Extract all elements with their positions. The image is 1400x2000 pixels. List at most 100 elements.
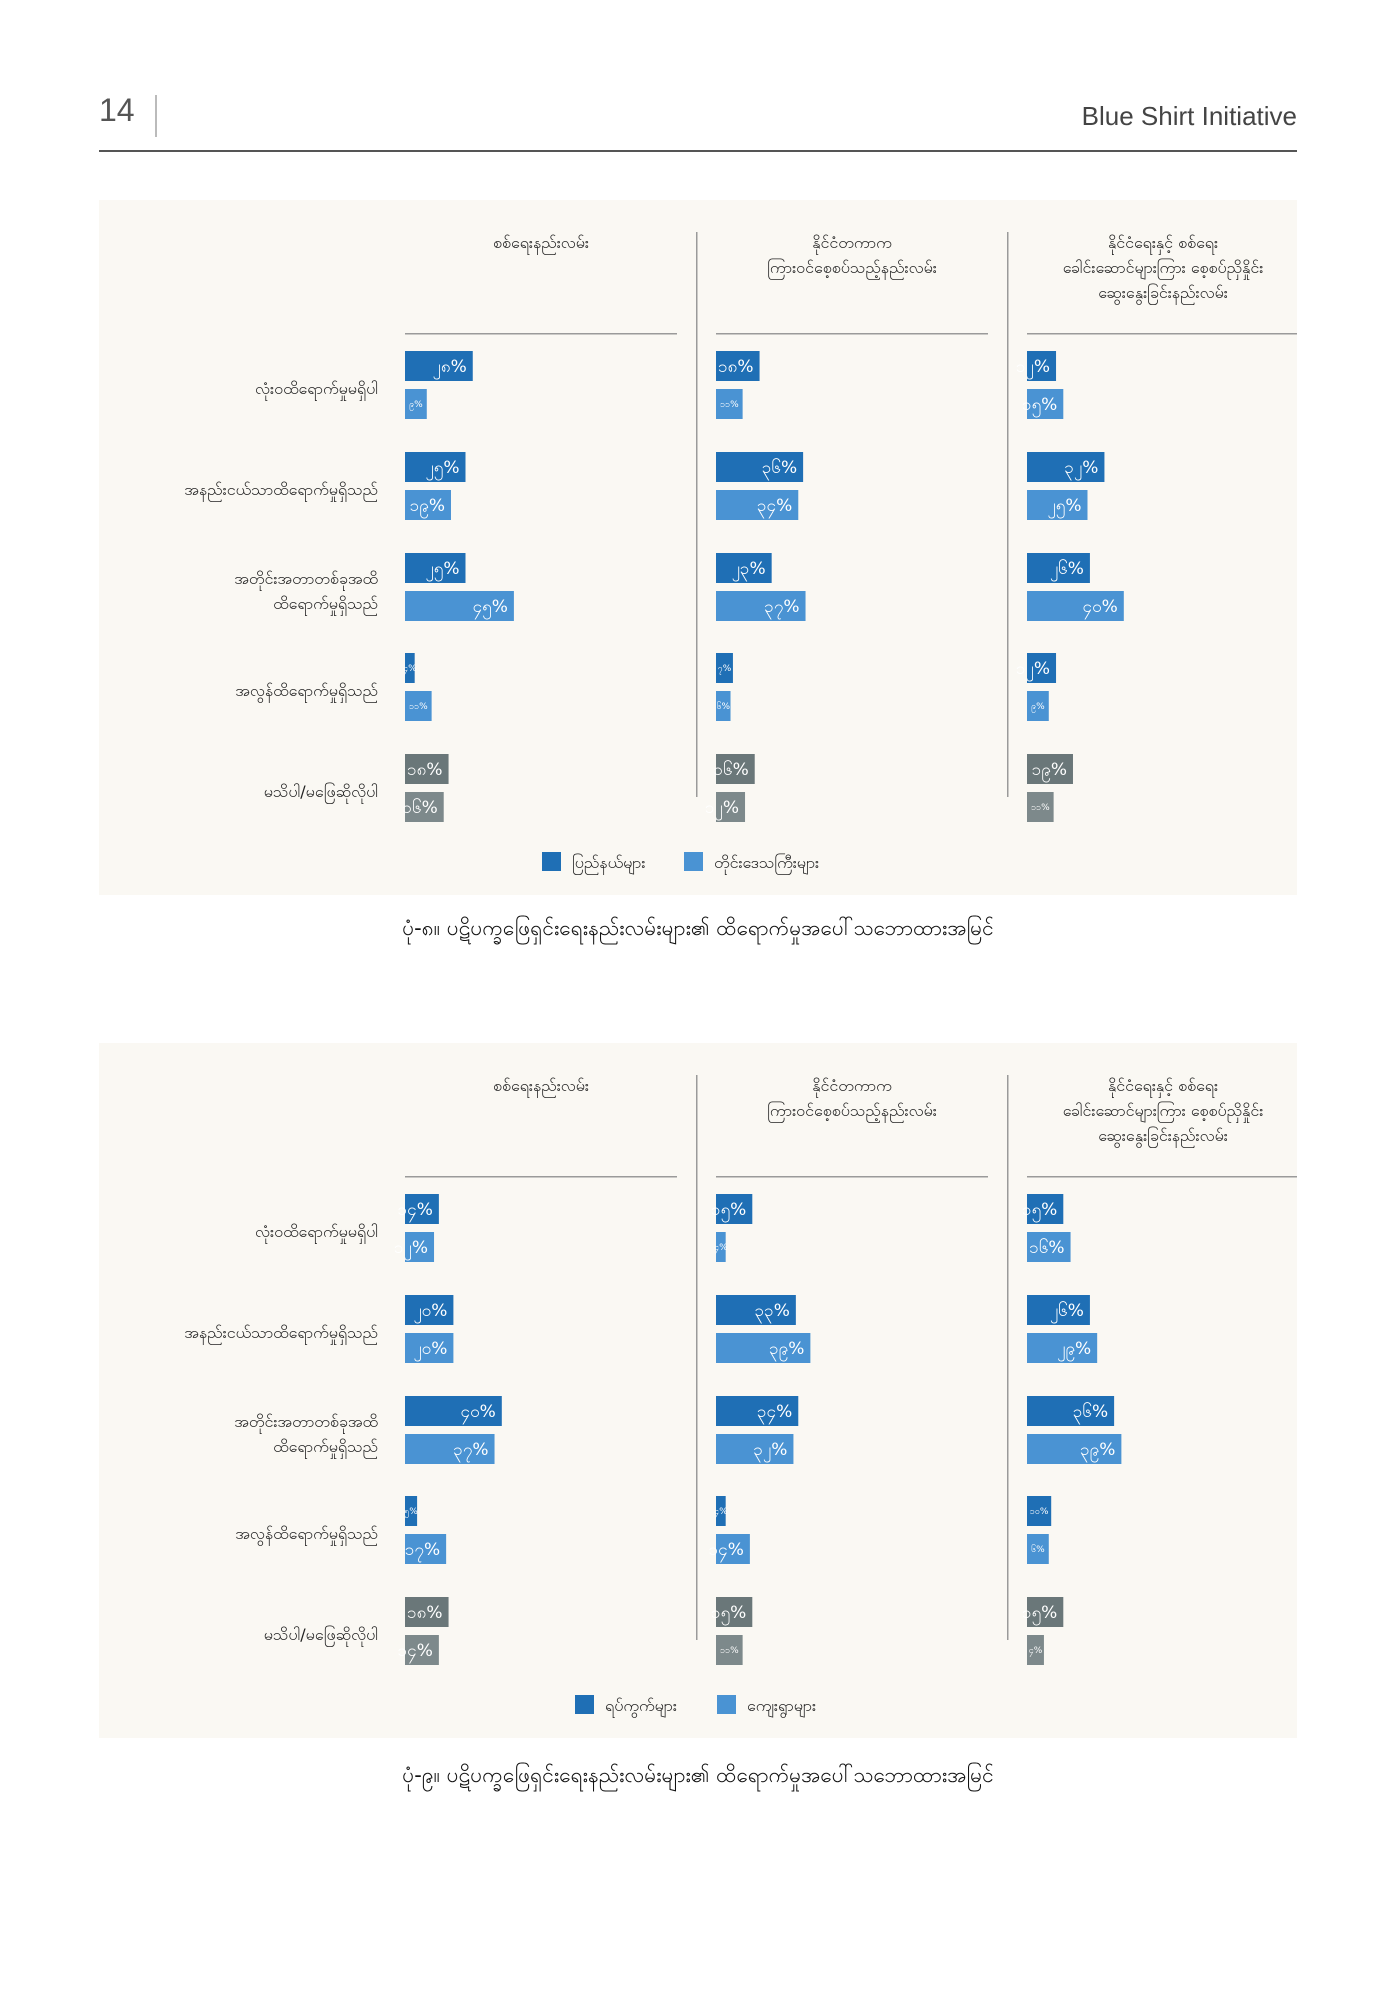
bar [1027, 1333, 1098, 1363]
data-label: ၃၄% [757, 496, 792, 519]
data-label: ၁၈% [407, 760, 442, 780]
panel-title-1-line-1: စစ်ရေးနည်းလမ်း [493, 1076, 589, 1098]
bar [405, 351, 473, 381]
bar [716, 1434, 794, 1464]
bar [1027, 1534, 1049, 1564]
category-label: လုံးဝထိရောက်မှုမရှိပါ [255, 379, 378, 401]
data-label: ၄၅% [473, 597, 508, 620]
panel-title-2-line-2: ကြားဝင်စေ့စပ်သည့်နည်းလမ်း [767, 1101, 937, 1123]
panel-title-3-line-1: နိုင်ငံရေးနှင့် စစ်ရေး [1108, 233, 1218, 255]
bar [405, 792, 444, 822]
bar [1027, 1434, 1122, 1464]
data-label: ၂၈% [433, 357, 467, 380]
data-label: ၁၂% [705, 798, 739, 821]
data-label: ၃၉% [769, 1339, 804, 1362]
bar [405, 1496, 418, 1526]
chart-2-svg: စစ်ရေးနည်းလမ်း နိုင်ငံတကာကကြားဝင်စေ့စပ်သည… [184, 1075, 1297, 1718]
data-label: ၁၄% [398, 1200, 433, 1223]
data-label: ၁၉% [1032, 760, 1067, 783]
bar [716, 1496, 726, 1526]
bar [1027, 389, 1064, 419]
data-label: ၃၉% [1080, 1440, 1115, 1463]
panel-divider-2 [1007, 232, 1009, 797]
bar [405, 452, 466, 482]
bar [716, 389, 743, 419]
bar [405, 1396, 502, 1426]
bar [716, 754, 755, 784]
bar [716, 792, 746, 822]
data-label: ၃၂% [1064, 458, 1098, 481]
panel-title-3-line-1: နိုင်ငံရေးနှင့် စစ်ရေး [1108, 1076, 1218, 1098]
bar [405, 490, 451, 520]
bar [716, 553, 772, 583]
bar [1027, 1295, 1090, 1325]
header-rule [99, 150, 1297, 152]
bar [716, 490, 799, 520]
panel-title-3-line-3: ဆွေးနွေးခြင်းနည်းလမ်း [1098, 1126, 1228, 1148]
data-label: ၁၇% [405, 1540, 440, 1563]
bar [716, 1194, 753, 1224]
data-label: ၄၀% [1083, 597, 1118, 620]
data-label: ၇% [718, 664, 732, 675]
data-label: ၁၆% [1029, 1237, 1064, 1258]
bar [1027, 1396, 1115, 1426]
data-label: ၃၇% [764, 597, 799, 620]
panel-title-3-line-2: ခေါင်းဆောင်များကြား စေ့စပ်ညှိနှိုင်း [1063, 258, 1264, 280]
data-label: ၁၆% [402, 797, 437, 818]
legend-swatch-2 [684, 852, 703, 871]
data-label: ၁၁% [409, 702, 428, 712]
chart-1-svg: စစ်ရေးနည်းလမ်း နိုင်ငံတကာကကြားဝင်စေ့စပ်သည… [184, 232, 1297, 875]
data-label: ၂၀% [413, 1339, 447, 1362]
data-label: ၂၅% [425, 559, 459, 582]
data-label: ၄% [1029, 1646, 1043, 1657]
category-label: အလွန်ထိရောက်မှုရှိသည် [235, 1524, 378, 1546]
data-label: ၃၇% [453, 1440, 488, 1463]
bar [405, 1434, 495, 1464]
panel-title-rule-1 [405, 333, 677, 335]
data-label: ၁၂% [1016, 659, 1050, 682]
category-label-line-1: အတိုင်းအတာတစ်ခုအထိ [234, 569, 378, 591]
bar [405, 389, 427, 419]
bar [405, 1232, 435, 1262]
panel-title-3-line-3: ဆွေးနွေးခြင်းနည်းလမ်း [1098, 283, 1228, 305]
legend-label-2: တိုင်းဒေသကြီးများ [714, 853, 819, 875]
data-label: ၄% [714, 1243, 728, 1254]
bar [405, 1597, 449, 1627]
data-label: ၁၁% [720, 400, 739, 410]
data-label: ၂၉% [1057, 1339, 1091, 1362]
legend-label-1: ရပ်ကွက်များ [605, 1696, 677, 1718]
data-label: ၁၄% [398, 1641, 433, 1664]
bar [1027, 1496, 1052, 1526]
data-label: ၁၂% [394, 1238, 428, 1261]
bar [405, 1295, 454, 1325]
data-label: ၂၅% [1047, 496, 1081, 519]
category-label: အနည်းငယ်သာထိရောက်မှုရှိသည် [184, 480, 378, 502]
data-label: ၁၄% [709, 1540, 744, 1563]
bar [716, 452, 804, 482]
panel-title-2-line-2: ကြားဝင်စေ့စပ်သည့်နည်းလမ်း [767, 258, 937, 280]
bar [716, 1396, 799, 1426]
bar [1027, 553, 1090, 583]
bar [405, 691, 432, 721]
data-label: ၉% [409, 400, 423, 411]
bar [716, 591, 806, 621]
panel-title-1-line-1: စစ်ရေးနည်းလမ်း [493, 233, 589, 255]
chart-1-caption: ပုံ-၈။ ပဋိပက္ခဖြေရှင်းရေးနည်းလမ်းများ၏ ထ… [402, 916, 994, 940]
bar [405, 653, 415, 683]
panel-divider-1 [696, 1075, 698, 1640]
category-label: အနည်းငယ်သာထိရောက်မှုရှိသည် [184, 1323, 378, 1345]
category-label: အလွန်ထိရောက်မှုရှိသည် [235, 681, 378, 703]
data-label: ၁၅% [711, 1603, 746, 1626]
bar [716, 1534, 750, 1564]
bar [405, 591, 514, 621]
bar [405, 1635, 439, 1665]
chart-panel-2: စစ်ရေးနည်းလမ်း နိုင်ငံတကာက ကြားဝင်စေ့စပ်သည… [99, 1043, 1297, 1738]
category-label-line-2: ထိရောက်မှုရှိသည် [273, 594, 378, 616]
data-label: ၁၅% [1022, 1200, 1057, 1223]
data-label: ၂၅% [425, 458, 459, 481]
panel-title-3-line-2: ခေါင်းဆောင်များကြား စေ့စပ်ညှိနှိုင်း [1063, 1101, 1264, 1123]
data-label: ၆% [1031, 1544, 1045, 1555]
bar [405, 1194, 439, 1224]
chart-2-caption: ပုံ-၉။ ပဋိပက္ခဖြေရှင်းရေးနည်းလမ်းများ၏ ထ… [402, 1763, 994, 1787]
data-label: ၂၆% [1050, 1300, 1084, 1324]
